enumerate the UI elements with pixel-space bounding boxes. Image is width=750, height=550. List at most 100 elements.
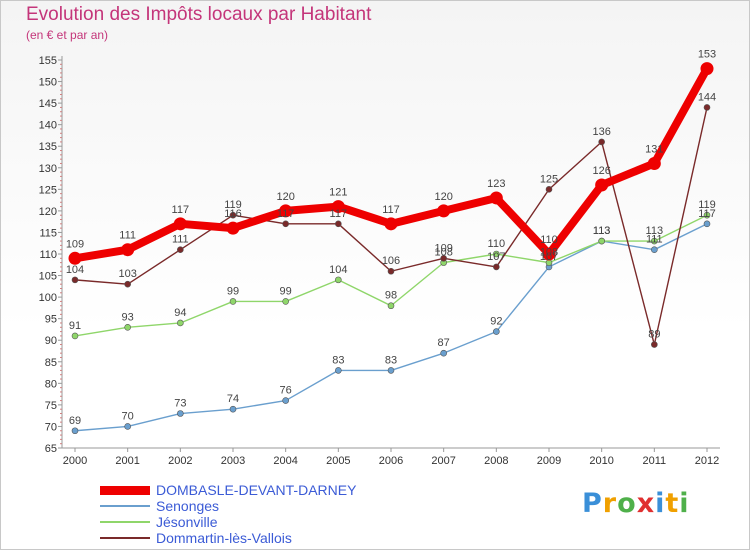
data-point (121, 243, 135, 257)
logo-letter: P (582, 488, 603, 519)
data-point (384, 217, 398, 231)
data-label: 117 (172, 204, 190, 216)
data-label: 99 (280, 285, 292, 297)
data-label: 89 (648, 329, 660, 341)
x-tick-label: 2008 (484, 455, 508, 467)
data-point (489, 191, 503, 205)
data-label: 113 (593, 225, 611, 237)
y-tick-label: 105 (39, 271, 57, 283)
y-tick-label: 125 (39, 184, 57, 196)
data-point (651, 341, 658, 348)
data-label: 70 (122, 410, 134, 422)
data-point (595, 178, 609, 192)
data-label: 113 (646, 225, 664, 237)
x-tick-label: 2003 (221, 455, 245, 467)
data-label: 111 (119, 230, 136, 242)
legend-label: Senonges (156, 498, 220, 514)
data-label: 109 (66, 238, 84, 250)
data-label: 91 (69, 320, 81, 332)
data-label: 119 (224, 199, 242, 211)
data-point (335, 220, 342, 228)
data-point (71, 276, 79, 284)
data-point (124, 323, 131, 331)
logo-letter: i (655, 488, 666, 519)
legend-swatch (100, 521, 150, 523)
data-label: 117 (382, 204, 400, 216)
data-label: 93 (122, 311, 134, 323)
data-point (279, 204, 293, 218)
chart-title: Evolution des Impôts locaux par Habitant (26, 4, 372, 25)
data-label: 83 (385, 354, 397, 366)
proxiti-logo: Proxiti (582, 488, 690, 519)
data-label: 111 (646, 234, 663, 246)
data-label: 104 (329, 264, 347, 276)
data-label: 69 (69, 415, 81, 427)
data-point (651, 237, 658, 245)
data-point (493, 250, 500, 258)
x-tick-label: 2001 (115, 455, 139, 467)
data-point (282, 220, 289, 228)
data-point (282, 397, 289, 404)
data-label: 107 (487, 251, 505, 263)
data-point (647, 156, 661, 170)
data-label: 117 (277, 208, 295, 220)
data-point (387, 367, 395, 374)
legend-label: Dommartin-lès-Vallois (156, 530, 292, 546)
data-label: 87 (438, 337, 450, 349)
data-point (700, 62, 714, 76)
y-tick-label: 155 (39, 55, 57, 67)
data-label: 126 (592, 165, 610, 177)
data-label: 73 (174, 398, 186, 410)
y-tick-label: 120 (39, 206, 57, 218)
data-label: 117 (698, 208, 716, 220)
data-label: 74 (227, 393, 239, 405)
data-point (331, 200, 345, 214)
y-tick-label: 140 (39, 120, 57, 132)
data-point (124, 423, 131, 430)
data-point (229, 211, 237, 219)
data-label: 153 (698, 49, 716, 61)
data-point (703, 220, 711, 228)
data-label: 123 (487, 178, 505, 190)
y-tick-label: 135 (39, 141, 57, 153)
x-tick-label: 2000 (63, 455, 87, 467)
data-point (282, 298, 289, 305)
data-label: 131 (645, 143, 663, 155)
y-tick-label: 65 (45, 443, 57, 455)
data-point (335, 276, 342, 284)
data-point (440, 255, 447, 262)
data-label: 83 (332, 354, 344, 366)
data-label: 98 (385, 290, 397, 302)
y-tick-label: 130 (39, 163, 57, 175)
legend-label: Jésonville (156, 514, 218, 530)
y-tick-label: 150 (39, 77, 57, 89)
legend-swatch (100, 537, 150, 539)
data-label: 103 (118, 268, 136, 280)
data-label: 121 (329, 187, 347, 199)
data-point (335, 367, 342, 374)
data-label: 107 (540, 251, 558, 263)
data-point (387, 302, 395, 310)
data-point (229, 405, 237, 413)
legend-label: DOMBASLE-DEVANT-DARNEY (156, 482, 357, 498)
data-label: 106 (382, 255, 400, 267)
data-label: 94 (174, 307, 186, 319)
data-label: 119 (698, 199, 716, 211)
data-label: 92 (490, 316, 502, 328)
data-label: 120 (434, 191, 452, 203)
logo-letter: x (636, 488, 656, 519)
data-point (71, 427, 79, 435)
data-point (437, 204, 451, 218)
legend-item: Dommartin-lès-Vallois (100, 530, 430, 546)
x-tick-label: 2004 (273, 455, 297, 467)
data-label: 99 (227, 285, 239, 297)
data-label: 144 (698, 91, 716, 103)
data-label: 109 (434, 242, 452, 254)
data-point (598, 237, 605, 245)
legend-swatch (100, 486, 150, 495)
data-point (68, 251, 82, 265)
y-tick-label: 145 (39, 98, 57, 110)
data-label: 116 (224, 208, 242, 220)
